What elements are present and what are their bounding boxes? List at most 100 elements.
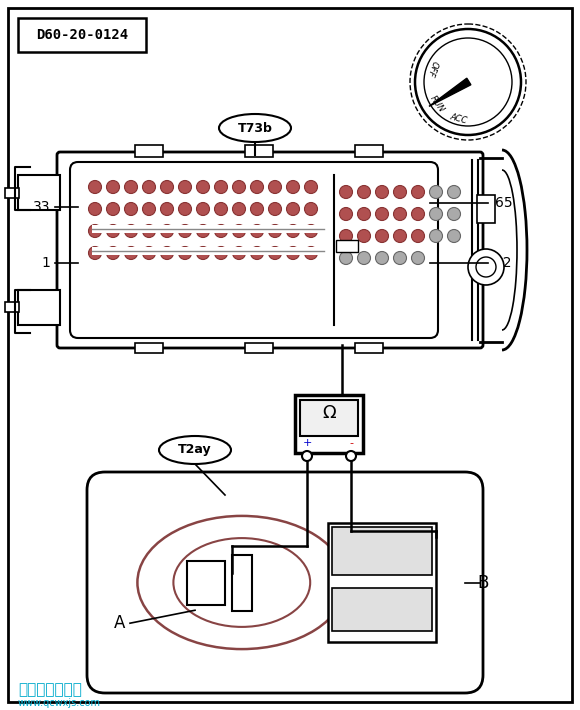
Circle shape <box>415 29 521 135</box>
Circle shape <box>448 207 461 221</box>
Circle shape <box>197 246 209 259</box>
Circle shape <box>339 207 353 221</box>
Circle shape <box>269 246 281 259</box>
Circle shape <box>424 38 512 126</box>
Bar <box>18 175 60 210</box>
Circle shape <box>89 224 101 238</box>
Circle shape <box>304 202 317 216</box>
Circle shape <box>251 180 263 194</box>
Circle shape <box>357 229 371 243</box>
Circle shape <box>89 180 101 194</box>
Circle shape <box>143 224 155 238</box>
Circle shape <box>107 224 119 238</box>
FancyBboxPatch shape <box>87 472 483 693</box>
Circle shape <box>304 224 317 238</box>
Circle shape <box>269 224 281 238</box>
Circle shape <box>125 180 137 194</box>
Text: +: + <box>302 438 311 448</box>
Circle shape <box>233 202 245 216</box>
Bar <box>245 145 273 157</box>
Circle shape <box>269 180 281 194</box>
Text: ACC: ACC <box>448 112 468 126</box>
Text: T73b: T73b <box>238 121 273 134</box>
Bar <box>477 195 495 223</box>
Bar <box>135 145 163 157</box>
Polygon shape <box>429 78 471 106</box>
Circle shape <box>179 202 191 216</box>
Circle shape <box>346 451 356 461</box>
Bar <box>328 523 436 642</box>
Bar <box>18 18 146 52</box>
Text: B: B <box>477 574 489 591</box>
Bar <box>300 400 358 436</box>
Circle shape <box>430 185 443 199</box>
Text: www.qcwxjs.com: www.qcwxjs.com <box>18 698 101 708</box>
Circle shape <box>357 251 371 265</box>
Text: OFF: OFF <box>425 60 439 78</box>
Circle shape <box>161 202 173 216</box>
Text: T2ay: T2ay <box>178 444 212 457</box>
Circle shape <box>287 202 299 216</box>
Text: 1: 1 <box>41 256 50 270</box>
Circle shape <box>197 202 209 216</box>
Circle shape <box>375 207 389 221</box>
FancyBboxPatch shape <box>57 152 483 348</box>
Circle shape <box>251 224 263 238</box>
Circle shape <box>179 224 191 238</box>
Circle shape <box>375 251 389 265</box>
Circle shape <box>430 229 443 243</box>
Bar <box>135 343 163 353</box>
Circle shape <box>339 251 353 265</box>
Circle shape <box>411 207 425 221</box>
Circle shape <box>339 185 353 199</box>
Circle shape <box>233 246 245 259</box>
Circle shape <box>143 180 155 194</box>
Text: Ω: Ω <box>322 404 336 422</box>
Circle shape <box>393 251 407 265</box>
Bar <box>332 589 432 631</box>
Ellipse shape <box>173 538 310 627</box>
Circle shape <box>161 224 173 238</box>
Circle shape <box>287 246 299 259</box>
Circle shape <box>375 185 389 199</box>
Circle shape <box>357 185 371 199</box>
Circle shape <box>179 246 191 259</box>
Circle shape <box>411 229 425 243</box>
Text: D60-20-0124: D60-20-0124 <box>36 28 128 42</box>
Ellipse shape <box>219 114 291 142</box>
Circle shape <box>233 180 245 194</box>
Circle shape <box>125 224 137 238</box>
Circle shape <box>215 202 227 216</box>
Bar <box>332 528 432 574</box>
Bar <box>295 395 363 453</box>
Circle shape <box>143 246 155 259</box>
Ellipse shape <box>137 516 346 649</box>
Circle shape <box>107 202 119 216</box>
Circle shape <box>468 249 504 285</box>
Text: 汽车维修技术网: 汽车维修技术网 <box>18 682 82 697</box>
Circle shape <box>304 180 317 194</box>
Bar <box>5 188 19 198</box>
Circle shape <box>107 246 119 259</box>
Circle shape <box>410 24 526 140</box>
Circle shape <box>215 246 227 259</box>
Ellipse shape <box>159 436 231 464</box>
Circle shape <box>161 246 173 259</box>
Circle shape <box>411 251 425 265</box>
Text: 32: 32 <box>495 256 513 270</box>
Bar <box>232 555 252 611</box>
Circle shape <box>393 229 407 243</box>
Circle shape <box>179 180 191 194</box>
Bar <box>92 247 324 255</box>
Circle shape <box>215 224 227 238</box>
Text: -: - <box>349 438 353 448</box>
Circle shape <box>125 246 137 259</box>
Circle shape <box>287 180 299 194</box>
FancyBboxPatch shape <box>70 162 438 338</box>
Circle shape <box>448 185 461 199</box>
Circle shape <box>107 180 119 194</box>
Bar <box>18 290 60 325</box>
Text: A: A <box>114 614 126 632</box>
Bar <box>5 302 19 312</box>
Circle shape <box>143 202 155 216</box>
